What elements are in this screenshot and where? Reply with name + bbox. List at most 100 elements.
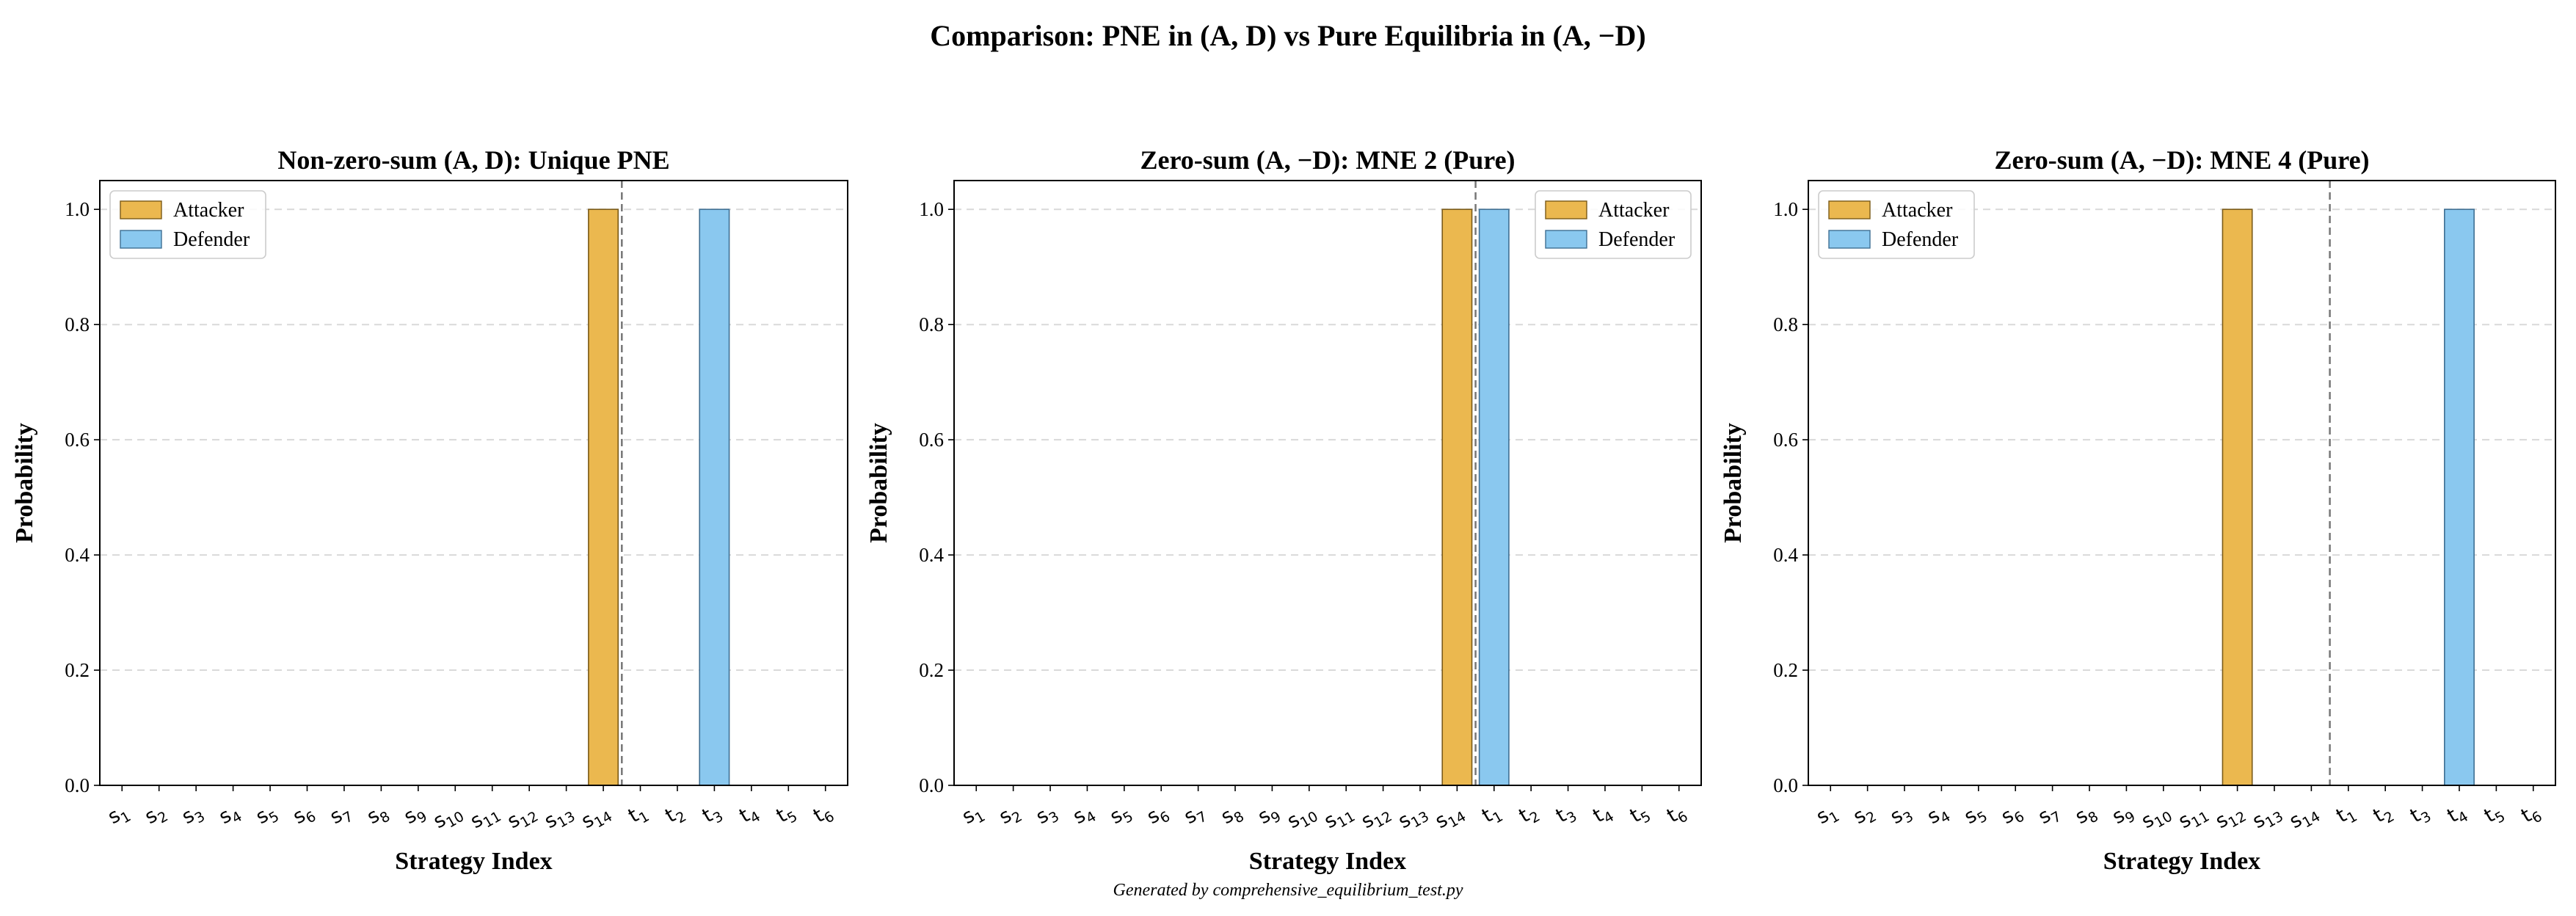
y-tick-label: 0.4 <box>1773 544 1798 566</box>
legend-swatch-defender <box>120 230 162 249</box>
x-tick-label: t2 <box>661 799 689 831</box>
y-tick-label: 1.0 <box>919 198 944 220</box>
x-tick-label: s8 <box>363 799 393 832</box>
y-axis-label: Probability <box>1720 423 1747 543</box>
x-axis-label: Strategy Index <box>1249 848 1406 875</box>
x-tick-label: s3 <box>1032 799 1062 832</box>
figure-footer: Generated by comprehensive_equilibrium_t… <box>1113 881 1463 900</box>
x-tick-label: t4 <box>1589 799 1617 831</box>
legend-swatch-attacker <box>120 200 162 219</box>
y-axis-label: Probability <box>865 423 892 543</box>
y-tick-label: 0.0 <box>919 774 944 796</box>
x-tick-label: s6 <box>1143 799 1174 832</box>
x-tick-label: s9 <box>1254 799 1284 832</box>
legend-label-defender: Defender <box>173 228 250 251</box>
panel-title: Zero-sum (A, −D): MNE 2 (Pure) <box>1140 145 1515 175</box>
x-tick-label: s14 <box>1431 799 1469 836</box>
legend-swatch-defender <box>1828 230 1871 249</box>
x-tick-label: s7 <box>1180 799 1210 832</box>
y-tick-label: 0.4 <box>919 544 944 566</box>
x-axis-label: Strategy Index <box>2103 848 2260 875</box>
x-tick-label: s10 <box>2138 799 2175 836</box>
x-tick-label: t3 <box>1552 799 1580 831</box>
axes-frame <box>953 180 1702 786</box>
x-tick-label: s11 <box>2175 799 2212 836</box>
x-tick-label: s8 <box>2071 799 2101 832</box>
x-tick-label: s14 <box>2285 799 2323 836</box>
x-tick-label: s1 <box>958 799 989 832</box>
bar-defender <box>1478 208 1510 786</box>
y-tick-label: 0.2 <box>1773 659 1798 681</box>
figure-suptitle: Comparison: PNE in (A, D) vs Pure Equili… <box>930 19 1645 52</box>
bar-attacker <box>1441 208 1473 786</box>
bar-attacker <box>588 208 619 786</box>
legend: Attacker Defender <box>109 190 266 259</box>
x-tick-label: s5 <box>1960 799 1990 832</box>
chart-panels: Non-zero-sum (A, D): Unique PNE 0.0 0.2 0.4… <box>11 145 2556 875</box>
x-tick-label: s5 <box>252 799 282 832</box>
x-tick-label: s3 <box>178 799 208 832</box>
x-tick-label: s13 <box>2249 799 2286 836</box>
x-tick-label: t4 <box>2443 799 2471 831</box>
y-tick-label: 0.6 <box>1773 429 1798 451</box>
legend-label-attacker: Attacker <box>173 199 244 222</box>
x-tick-label: t2 <box>1516 799 1543 831</box>
x-tick-label: s2 <box>1849 799 1880 832</box>
y-tick-label: 1.0 <box>1773 198 1798 220</box>
x-tick-label: t3 <box>699 799 727 831</box>
x-tick-label: s1 <box>1813 799 1843 832</box>
x-tick-label: t6 <box>809 799 837 831</box>
x-tick-label: s10 <box>1284 799 1321 836</box>
y-tick-label: 0.6 <box>919 429 944 451</box>
y-tick-label: 0.2 <box>919 659 944 681</box>
x-tick-label: t1 <box>2332 799 2360 831</box>
x-tick-label: s7 <box>2034 799 2064 832</box>
y-tick-label: 1.0 <box>65 198 90 220</box>
bar-defender <box>2444 208 2475 786</box>
legend-label-attacker: Attacker <box>1598 199 1670 222</box>
x-tick-label: t4 <box>735 799 763 831</box>
x-tick-label: t5 <box>1626 799 1654 831</box>
bar-defender <box>699 208 730 786</box>
x-tick-label: s5 <box>1106 799 1136 832</box>
legend: Attacker Defender <box>1818 190 1975 259</box>
x-tick-label: s4 <box>1924 799 1954 832</box>
x-tick-label: t5 <box>773 799 801 831</box>
y-tick-label: 0.0 <box>1773 774 1798 796</box>
y-tick-label: 0.2 <box>65 659 90 681</box>
legend: Attacker Defender <box>1535 190 1692 259</box>
axes-frame <box>99 180 848 786</box>
x-tick-label: s6 <box>1998 799 2028 832</box>
x-tick-label: s12 <box>503 799 541 836</box>
x-tick-label: s4 <box>1069 799 1099 832</box>
y-tick-label: 0.8 <box>1773 313 1798 335</box>
panel-title: Zero-sum (A, −D): MNE 4 (Pure) <box>1994 145 2369 175</box>
legend-swatch-attacker <box>1545 200 1587 219</box>
legend-label-defender: Defender <box>1882 228 1959 251</box>
x-tick-label: t2 <box>2370 799 2398 831</box>
x-tick-label: s7 <box>326 799 356 832</box>
bar-attacker <box>2222 208 2253 786</box>
x-tick-label: t1 <box>625 799 652 831</box>
chart-panel-1: Non-zero-sum (A, D): Unique PNE 0.0 0.2 0.4… <box>11 145 848 875</box>
x-tick-label: s13 <box>1394 799 1432 836</box>
legend-swatch-defender <box>1545 230 1587 249</box>
x-tick-label: s9 <box>400 799 430 832</box>
x-tick-label: s9 <box>2109 799 2139 832</box>
x-tick-label: s6 <box>289 799 319 832</box>
y-axis-label: Probability <box>11 423 38 543</box>
x-tick-label: s12 <box>2211 799 2249 836</box>
x-tick-label: s1 <box>104 799 134 832</box>
x-tick-label: s2 <box>995 799 1025 832</box>
x-tick-label: s13 <box>540 799 578 836</box>
panel-title: Non-zero-sum (A, D): Unique PNE <box>277 145 669 175</box>
x-tick-label: s8 <box>1217 799 1247 832</box>
x-axis-label: Strategy Index <box>395 848 552 875</box>
x-tick-label: s14 <box>578 799 615 836</box>
x-tick-label: t5 <box>2481 799 2508 831</box>
chart-panel-3: Zero-sum (A, −D): MNE 4 (Pure) 0.0 0.2 0.4 0… <box>1720 145 2556 875</box>
legend-label-attacker: Attacker <box>1882 199 1953 222</box>
y-tick-label: 0.8 <box>919 313 944 335</box>
x-tick-label: t6 <box>2517 799 2545 831</box>
